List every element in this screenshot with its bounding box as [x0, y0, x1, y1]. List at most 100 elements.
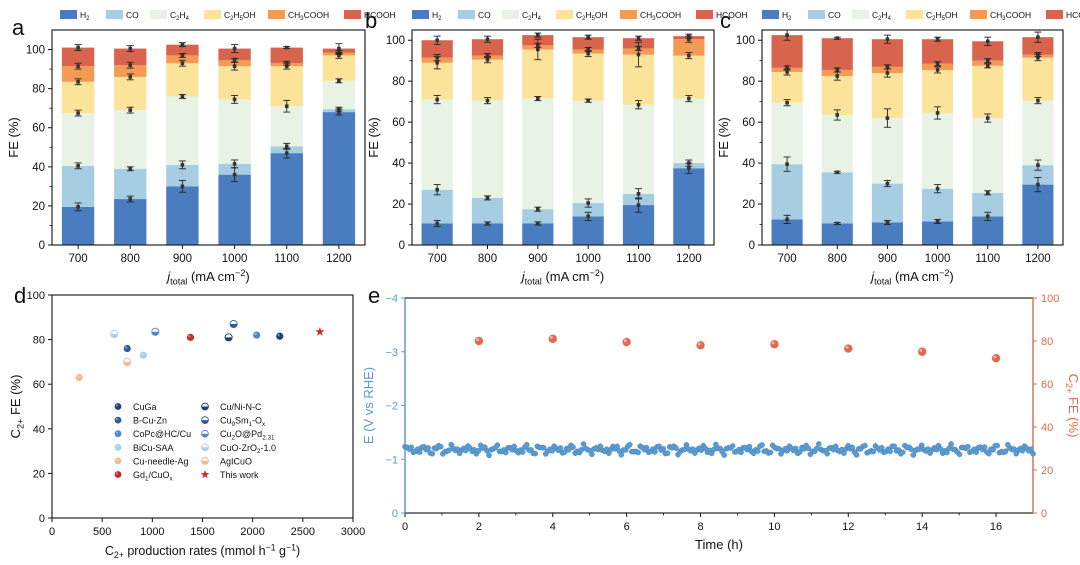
- error-center: [485, 98, 490, 103]
- text-span: total: [874, 276, 891, 286]
- y-right-tick-label: 80: [1041, 336, 1053, 348]
- bar-segment-CO: [1022, 165, 1054, 185]
- potential-point: [1030, 450, 1036, 457]
- y-left-tick-label: −1: [385, 454, 398, 466]
- bar-segment-HCOOH: [471, 39, 504, 56]
- error-center: [1036, 182, 1040, 187]
- error-center: [536, 221, 540, 226]
- legend-label-H2: H2​: [432, 10, 441, 22]
- legend-swatch-H2: [762, 10, 779, 19]
- x-tick-label: 1200: [1025, 253, 1051, 265]
- error-center: [985, 39, 990, 44]
- error-center: [180, 163, 185, 167]
- text-span: −1: [266, 542, 276, 552]
- panel-a: 700 800 900 1000 1100 1200 0 20 40 60 80 100 FE (%) j…: [6, 10, 396, 286]
- error-center: [485, 196, 490, 200]
- bar-segment-H2: [218, 174, 251, 245]
- error-center: [232, 46, 237, 51]
- bar-segment-HCOOH: [270, 47, 303, 64]
- marker-circle: [114, 416, 122, 424]
- x-axis-label: Time (h): [695, 537, 743, 552]
- bar-segment-CH3COOH: [114, 65, 147, 77]
- legend-label-C2H5OH: C2​H5​OH: [576, 10, 608, 22]
- text-span: x: [170, 475, 174, 482]
- legend-label: Cu/Ni-N-C: [220, 402, 262, 412]
- error-center: [985, 64, 990, 68]
- error-center: [636, 36, 641, 40]
- marker-highlight: [277, 333, 280, 337]
- data-point: [123, 357, 132, 366]
- bar-segment-H2: [471, 223, 504, 245]
- legend-label-HCOOH: HCOOH: [716, 10, 748, 20]
- text-span: 9: [232, 421, 236, 428]
- text-span: Cu: [220, 416, 232, 426]
- x-tick-label: 700: [428, 253, 447, 265]
- text-span: j: [869, 269, 875, 284]
- bar-segment-HCOOH: [821, 38, 853, 70]
- marker-circle: [114, 443, 122, 451]
- bar-segment-C2H4: [471, 100, 504, 198]
- error-center: [885, 65, 890, 69]
- text-span: C: [105, 544, 114, 558]
- bar-segment-C2H4: [421, 99, 453, 190]
- text-span: CO: [828, 10, 841, 20]
- potential-point: [557, 445, 564, 451]
- y-tick-label: 0: [399, 240, 405, 252]
- x-tick-label: 700: [68, 253, 87, 265]
- y-tick-label: 20: [33, 468, 45, 480]
- bar-segment-C2H5OH: [114, 76, 147, 111]
- legend-label-C2H4: C2​H4​: [872, 10, 892, 22]
- potential-point: [475, 447, 482, 454]
- potential-point: [673, 445, 679, 451]
- text-span: 4: [538, 16, 542, 22]
- text-span: H: [80, 10, 86, 20]
- error-center: [232, 172, 237, 177]
- panel-letter: e: [368, 283, 380, 308]
- potential-point: [849, 444, 856, 451]
- text-span: BiCu-SAA: [133, 443, 174, 453]
- error-center: [284, 64, 289, 68]
- fe-point-highlight: [771, 341, 775, 345]
- data-point: [224, 333, 233, 342]
- bar-segment-C2H5OH: [572, 53, 604, 101]
- potential-point: [1028, 446, 1034, 452]
- error-center: [435, 60, 439, 65]
- text-span: C: [522, 10, 528, 20]
- potential-point: [853, 452, 860, 458]
- panel-c: 700 800 900 1000 1100 1200 0 20 40 60 80 100 FE (%) j…: [716, 8, 1080, 286]
- potential-point: [918, 442, 925, 449]
- data-point: [139, 351, 147, 359]
- marker-circle: [114, 403, 122, 410]
- marker-star: [315, 326, 325, 336]
- legend-label-CO: CO: [126, 10, 139, 20]
- error-center: [435, 187, 439, 192]
- text-span: 2: [582, 16, 585, 22]
- legend-label-H2: H2​: [80, 10, 89, 22]
- text-span: −2: [939, 268, 949, 278]
- y-tick-label: 40: [742, 158, 755, 170]
- x-tick-label: 2500: [291, 526, 315, 538]
- y-tick-label: 0: [39, 513, 45, 525]
- error-center: [180, 53, 185, 58]
- bar-segment-HCOOH: [572, 37, 604, 50]
- y-left-tick-label: −3: [385, 347, 398, 359]
- panel-letter: d: [14, 283, 26, 308]
- text-span: 2+: [1064, 383, 1074, 393]
- potential-point: [425, 445, 431, 451]
- y-right-axis-label: C2+​ FE (%): [1064, 374, 1080, 438]
- text-span: AgICuO: [220, 456, 252, 466]
- error-center: [232, 97, 237, 102]
- legend-label-C2H5OH: C2​H5​OH: [926, 10, 958, 22]
- marker-highlight: [115, 417, 119, 421]
- potential-point: [746, 443, 753, 450]
- x-tick-label: 1200: [326, 253, 352, 265]
- error-center: [935, 68, 940, 72]
- text-span: j: [165, 269, 171, 284]
- fe-point: [991, 354, 1001, 363]
- y-tick-label: 40: [392, 158, 405, 170]
- potential-point: [870, 448, 877, 455]
- fe-point-highlight: [623, 339, 627, 343]
- legend-swatch-C2H5OH: [556, 10, 573, 19]
- y-right-tick-label: 0: [1041, 508, 1047, 520]
